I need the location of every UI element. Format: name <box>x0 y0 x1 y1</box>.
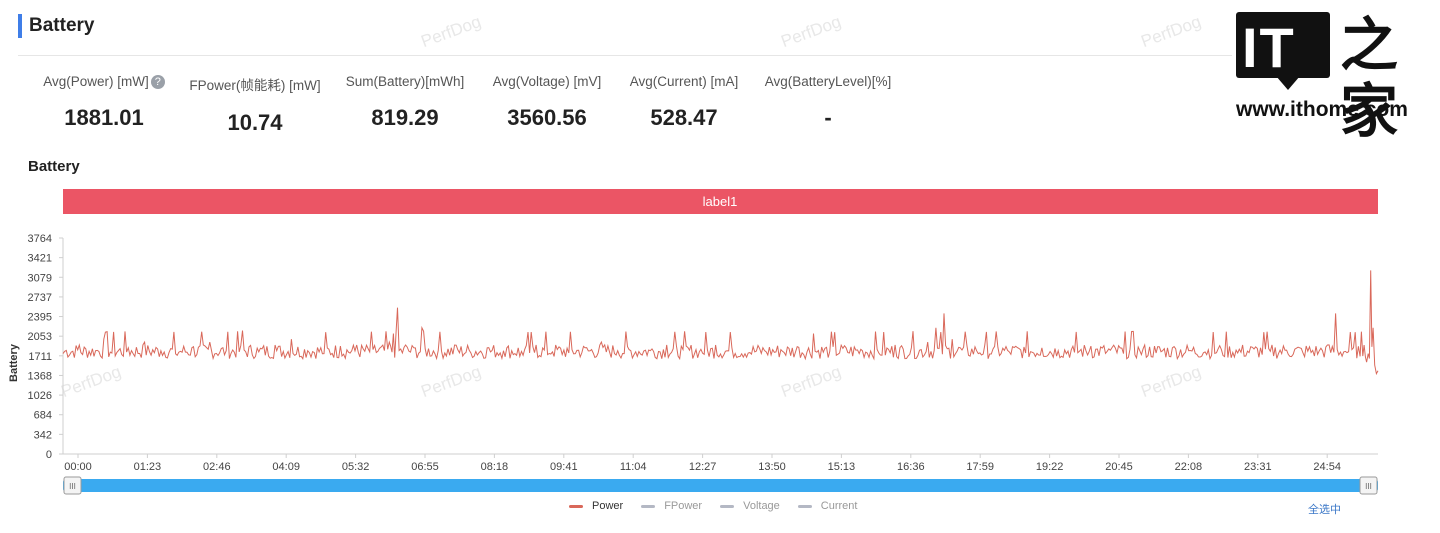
metric-value: 1881.01 <box>64 105 144 130</box>
y-tick-label: 2737 <box>28 292 52 304</box>
x-tick-label: 08:18 <box>481 461 509 473</box>
slider-grip-icon: III <box>1365 482 1372 491</box>
help-icon[interactable]: ? <box>150 75 165 89</box>
metric-label: Avg(Voltage) [mV] <box>492 74 602 89</box>
legend-swatch <box>641 504 656 508</box>
y-tick-label: 3079 <box>28 272 52 284</box>
legend-item-voltage[interactable]: Voltage <box>720 500 780 512</box>
metric-label: Avg(Power) [mW] <box>43 74 149 89</box>
label-band-text: label1 <box>703 194 738 209</box>
x-tick-label: 02:46 <box>203 461 231 473</box>
section-accent-bar <box>18 14 22 38</box>
legend-label: Current <box>820 500 858 512</box>
y-axis: 3764 3421 3079 2737 2395 2053 1711 1368 1026 684 3… <box>28 233 64 461</box>
metric-label: Sum(Battery)[mWh] <box>345 74 465 89</box>
metric-label: Avg(Current) [mA] <box>629 74 739 89</box>
y-tick-label: 1711 <box>28 351 52 363</box>
metric-value: 528.47 <box>650 105 718 130</box>
metric-label: FPower(帧能耗) [mW] <box>189 78 321 93</box>
metric-label: Avg(BatteryLevel)[%] <box>764 74 892 89</box>
y-tick-label: 342 <box>34 429 52 441</box>
x-tick-label: 01:23 <box>134 461 162 473</box>
y-tick-label: 0 <box>46 449 52 461</box>
logo-cn-text: 之家 <box>1340 11 1399 145</box>
legend-label: Voltage <box>743 500 780 512</box>
legend-label: FPower <box>664 500 703 512</box>
legend-item-fpower[interactable]: FPower <box>641 500 702 512</box>
y-tick-label: 2395 <box>28 312 52 324</box>
select-all-button[interactable]: 全选中 <box>1308 504 1341 516</box>
section-title: Battery <box>29 15 95 36</box>
metric-avg-power: Avg(Power) [mW]? 1881.01 <box>40 74 168 131</box>
x-tick-label: 20:45 <box>1105 461 1133 473</box>
legend-label: Power <box>592 500 624 512</box>
logo-mark: IT <box>1236 12 1330 79</box>
x-tick-label: 16:36 <box>897 461 925 473</box>
label-band: label1 <box>63 189 1378 214</box>
metric-value: - <box>824 105 832 130</box>
y-tick-label: 1368 <box>28 370 52 382</box>
x-tick-label: 19:22 <box>1036 461 1064 473</box>
metric-sum-battery: Sum(Battery)[mWh] 819.29 <box>342 74 468 131</box>
legend-item-current[interactable]: Current <box>797 500 858 512</box>
x-tick-label: 15:13 <box>828 461 856 473</box>
metric-fpower: FPower(帧能耗) [mW] 10.74 <box>188 74 322 136</box>
chart-legend: Power FPower Voltage Current <box>569 500 875 512</box>
x-tick-label: 24:54 <box>1313 461 1341 473</box>
legend-swatch <box>797 504 812 508</box>
label-band-rect <box>63 189 1378 214</box>
x-tick-label: 09:41 <box>550 461 578 473</box>
x-tick-label: 17:59 <box>966 461 994 473</box>
legend-item-power[interactable]: Power <box>569 500 623 512</box>
metric-value: 819.29 <box>371 105 439 130</box>
chart-title: Battery <box>28 158 80 175</box>
y-tick-label: 1026 <box>28 390 52 402</box>
x-axis: 00:00 01:23 02:46 04:09 05:32 06:55 08:18 09:41… <box>63 453 1378 473</box>
y-tick-label: 684 <box>34 410 52 422</box>
slider-grip-icon: III <box>69 482 76 491</box>
x-tick-label: 00:00 <box>64 461 92 473</box>
metric-value: 3560.56 <box>507 105 587 130</box>
x-tick-label: 05:32 <box>342 461 370 473</box>
slider-handle-right[interactable] <box>1359 476 1378 495</box>
ithome-logo: IT 之家 www.ithome.com <box>1236 12 1431 144</box>
logo-url: www.ithome.com <box>1236 98 1408 121</box>
x-tick-label: 12:27 <box>689 461 717 473</box>
slider-handle-left[interactable] <box>63 476 82 495</box>
metric-avg-battery-level: Avg(BatteryLevel)[%] - <box>762 74 894 131</box>
metric-avg-voltage: Avg(Voltage) [mV] 3560.56 <box>488 74 606 131</box>
section-header: Battery <box>18 12 94 40</box>
series-layer <box>62 270 1379 376</box>
logo-tail <box>1276 76 1300 90</box>
metric-avg-current: Avg(Current) [mA] 528.47 <box>626 74 742 131</box>
slider-track[interactable] <box>63 479 1378 492</box>
y-axis-title: Battery <box>8 343 20 382</box>
range-slider[interactable]: III III <box>63 476 1378 495</box>
y-tick-label: 2053 <box>28 331 52 343</box>
x-tick-label: 23:31 <box>1244 461 1272 473</box>
x-tick-label: 22:08 <box>1175 461 1203 473</box>
x-tick-label: 11:04 <box>620 461 647 473</box>
y-tick-label: 3764 <box>28 233 52 245</box>
x-tick-label: 04:09 <box>272 461 300 473</box>
y-tick-label: 3421 <box>28 253 52 265</box>
legend-swatch <box>569 504 583 508</box>
header-divider <box>18 55 1232 56</box>
x-tick-label: 06:55 <box>411 461 439 473</box>
power-series-line <box>62 270 1379 376</box>
legend-swatch <box>720 504 735 508</box>
logo-mark-text: IT <box>1242 16 1296 79</box>
x-tick-label: 13:50 <box>758 461 786 473</box>
metric-value: 10.74 <box>227 110 283 135</box>
